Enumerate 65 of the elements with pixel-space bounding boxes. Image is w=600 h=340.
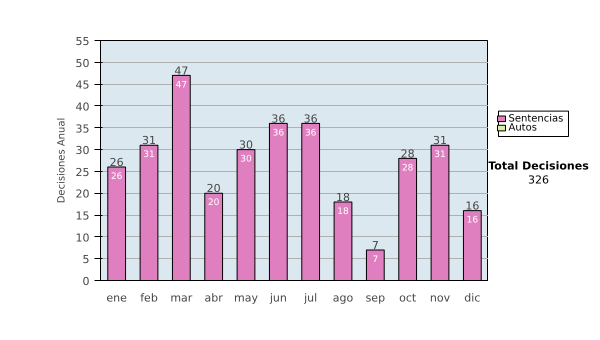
y-tick-label: 40: [76, 100, 90, 114]
total-label: 31: [433, 134, 447, 148]
y-tick-label: 20: [76, 188, 90, 201]
y-tick-label: 45: [76, 78, 90, 92]
x-tick-label: sep: [366, 292, 386, 304]
y-tick-label: 50: [76, 56, 90, 70]
total-label: 16: [465, 200, 480, 213]
data-label: 31: [143, 150, 155, 160]
total-label: 36: [271, 112, 286, 126]
bar: [334, 201, 352, 280]
legend-label: Sentencias: [508, 113, 564, 124]
bar: [268, 122, 288, 280]
total-label: 31: [142, 134, 156, 148]
data-label: 18: [337, 206, 349, 217]
bar: [172, 74, 191, 280]
total-label: 26: [110, 156, 124, 170]
data-label: 36: [304, 128, 317, 138]
y-axis-title: Decisiones Anual: [56, 118, 68, 204]
total-label: 30: [239, 138, 253, 152]
annotation: Total Decisiones: [488, 160, 590, 173]
data-label: 47: [176, 80, 188, 90]
y-tick-label: 15: [76, 210, 90, 223]
total-label: 7: [372, 238, 379, 252]
data-label: 16: [466, 216, 478, 226]
bar: [204, 192, 224, 280]
total-label: 20: [206, 182, 221, 196]
y-tick-label: 35: [76, 122, 90, 136]
y-tick-label: 55: [76, 35, 90, 48]
total-label: 36: [304, 112, 318, 126]
data-label: 28: [402, 163, 414, 174]
data-label: 7: [372, 254, 378, 265]
data-label: 36: [272, 128, 284, 138]
data-label: 31: [434, 150, 446, 160]
bar: [236, 149, 256, 280]
legend-label: Autos: [508, 122, 537, 134]
y-tick-label: 5: [82, 253, 90, 266]
bar: [366, 249, 385, 280]
x-tick-label: may: [234, 292, 258, 304]
x-tick-label: ene: [106, 292, 128, 304]
bar: [398, 158, 418, 280]
total-label: 28: [400, 147, 415, 160]
x-tick-label: jun: [268, 292, 287, 304]
x-tick-label: nov: [430, 292, 451, 304]
y-tick-label: 30: [76, 144, 90, 158]
x-tick-label: mar: [170, 292, 193, 304]
y-tick-label: 10: [76, 231, 90, 244]
x-tick-label: feb: [140, 292, 158, 304]
x-tick-label: ago: [332, 292, 354, 304]
x-tick-label: abr: [204, 292, 224, 304]
y-tick-label: 0: [82, 275, 90, 288]
total-label: 47: [174, 64, 188, 78]
data-label: 30: [240, 154, 252, 165]
x-tick-label: oct: [399, 292, 417, 304]
bar: [140, 144, 158, 280]
data-label: 20: [208, 198, 220, 208]
total-label: 18: [336, 190, 350, 204]
bar: [301, 122, 320, 280]
bar: [430, 144, 450, 280]
y-tick-label: 25: [76, 166, 90, 179]
bar: [462, 210, 482, 280]
text: 326: [528, 173, 549, 186]
x-tick-label: jul: [303, 292, 318, 304]
x-tick-label: dic: [464, 292, 480, 304]
data-label: 26: [110, 172, 123, 182]
bar: [107, 166, 126, 280]
